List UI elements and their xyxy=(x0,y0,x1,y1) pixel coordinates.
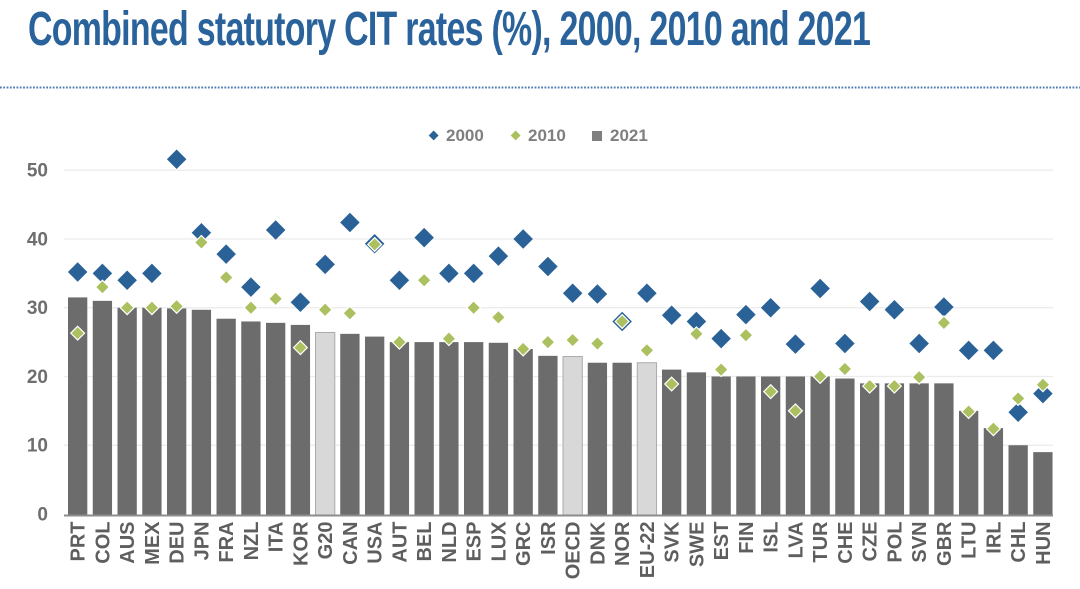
svg-text:TUR: TUR xyxy=(810,521,832,563)
svg-text:GBR: GBR xyxy=(934,521,956,566)
svg-text:CZE: CZE xyxy=(860,522,882,562)
svg-text:SVK: SVK xyxy=(662,521,684,563)
svg-text:AUS: AUS xyxy=(117,522,139,564)
svg-text:KOR: KOR xyxy=(290,521,312,566)
svg-text:0: 0 xyxy=(37,505,48,526)
svg-text:AUT: AUT xyxy=(389,522,411,563)
svg-text:JPN: JPN xyxy=(191,522,213,561)
svg-text:LTU: LTU xyxy=(959,522,981,559)
svg-text:USA: USA xyxy=(365,522,387,564)
svg-text:LUX: LUX xyxy=(488,521,510,562)
svg-text:10: 10 xyxy=(27,436,48,457)
svg-text:50: 50 xyxy=(27,161,48,182)
svg-text:ESP: ESP xyxy=(464,522,486,562)
svg-text:NZL: NZL xyxy=(241,522,263,561)
svg-text:LVA: LVA xyxy=(785,522,807,559)
svg-text:CAN: CAN xyxy=(340,522,362,565)
svg-text:EST: EST xyxy=(711,522,733,561)
svg-text:SWE: SWE xyxy=(686,522,708,568)
svg-text:GRC: GRC xyxy=(513,522,535,566)
svg-text:DNK: DNK xyxy=(587,521,609,565)
svg-text:ISR: ISR xyxy=(538,521,560,555)
svg-text:ISL: ISL xyxy=(761,522,783,553)
svg-text:DEU: DEU xyxy=(167,522,189,564)
svg-text:FIN: FIN xyxy=(736,522,758,554)
svg-text:POL: POL xyxy=(884,522,906,563)
svg-text:SVN: SVN xyxy=(909,522,931,563)
svg-text:CHL: CHL xyxy=(1008,522,1030,563)
svg-text:40: 40 xyxy=(27,230,48,251)
svg-text:OECD: OECD xyxy=(563,522,585,580)
svg-text:30: 30 xyxy=(27,298,48,319)
svg-text:20: 20 xyxy=(27,367,48,388)
svg-text:PRT: PRT xyxy=(68,522,90,562)
svg-text:FRA: FRA xyxy=(216,522,238,563)
svg-text:IRL: IRL xyxy=(983,522,1005,554)
svg-text:MEX: MEX xyxy=(142,521,164,565)
svg-text:CHE: CHE xyxy=(835,522,857,564)
svg-text:COL: COL xyxy=(92,522,114,564)
svg-text:HUN: HUN xyxy=(1033,522,1055,565)
svg-text:BEL: BEL xyxy=(414,522,436,562)
svg-text:ITA: ITA xyxy=(266,522,288,553)
svg-text:G20: G20 xyxy=(315,522,337,560)
svg-text:EU-22: EU-22 xyxy=(637,522,659,579)
svg-text:NLD: NLD xyxy=(439,522,461,563)
svg-text:NOR: NOR xyxy=(612,521,634,566)
